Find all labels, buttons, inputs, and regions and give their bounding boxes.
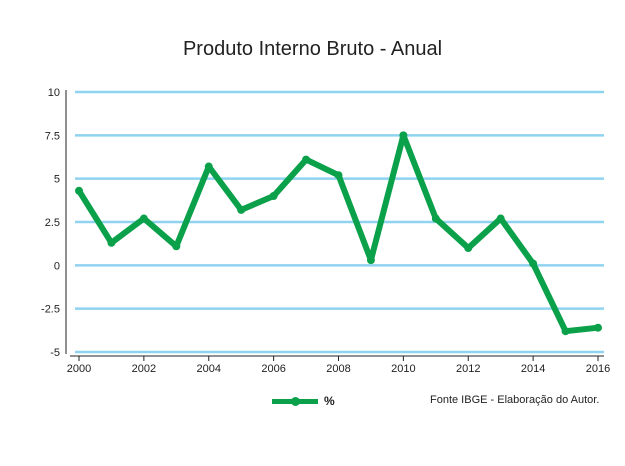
y-tick-label: -2.5 <box>41 304 60 316</box>
y-tick-label: 2.5 <box>45 217 60 229</box>
y-tick-label: 0 <box>54 260 60 272</box>
data-point <box>269 192 278 200</box>
data-point <box>464 244 473 252</box>
y-tick-label: 5 <box>54 174 60 186</box>
legend-swatch <box>272 396 318 406</box>
x-tick-label: 2016 <box>586 363 610 375</box>
y-tick-label: 7.5 <box>45 130 60 142</box>
data-point <box>594 323 602 332</box>
chart-title: Produto Interno Bruto - Anual <box>182 38 443 60</box>
axes <box>65 90 604 361</box>
x-tick-label: 2002 <box>132 363 156 375</box>
data-point <box>399 131 408 140</box>
x-tick-labels: 2000 2002 2004 2006 2008 2010 2012 2014 2016 <box>67 363 610 375</box>
data-point <box>529 259 538 268</box>
y-tick-labels: 10 7.5 5 2.5 0 -2.5 -5 <box>41 87 60 359</box>
data-point <box>75 186 83 195</box>
data-point <box>431 214 440 223</box>
data-point <box>139 214 148 223</box>
legend: % <box>272 394 335 408</box>
x-tick-label: 2006 <box>261 363 285 375</box>
data-point <box>204 162 213 171</box>
legend-label: % <box>324 394 335 408</box>
x-tick-label: 2004 <box>197 363 221 375</box>
x-tick-label: 2014 <box>521 363 545 375</box>
x-tick-label: 2010 <box>391 363 415 375</box>
data-point <box>107 238 116 247</box>
source-note: Fonte IBGE - Elaboração do Autor. <box>430 394 600 406</box>
data-point <box>237 205 246 214</box>
y-tick-label: 10 <box>48 87 60 99</box>
data-point <box>172 242 181 251</box>
x-tick-label: 2012 <box>456 363 480 375</box>
series-line <box>76 132 601 335</box>
x-tick-label: 2008 <box>326 363 350 375</box>
data-point <box>366 256 375 265</box>
data-point <box>561 327 570 336</box>
data-point <box>302 155 311 164</box>
series-layer <box>75 131 602 336</box>
grid-lines <box>75 90 604 354</box>
y-tick-label: -5 <box>50 347 60 359</box>
data-point <box>496 214 505 223</box>
data-point <box>334 171 343 180</box>
x-tick-label: 2000 <box>67 363 91 375</box>
